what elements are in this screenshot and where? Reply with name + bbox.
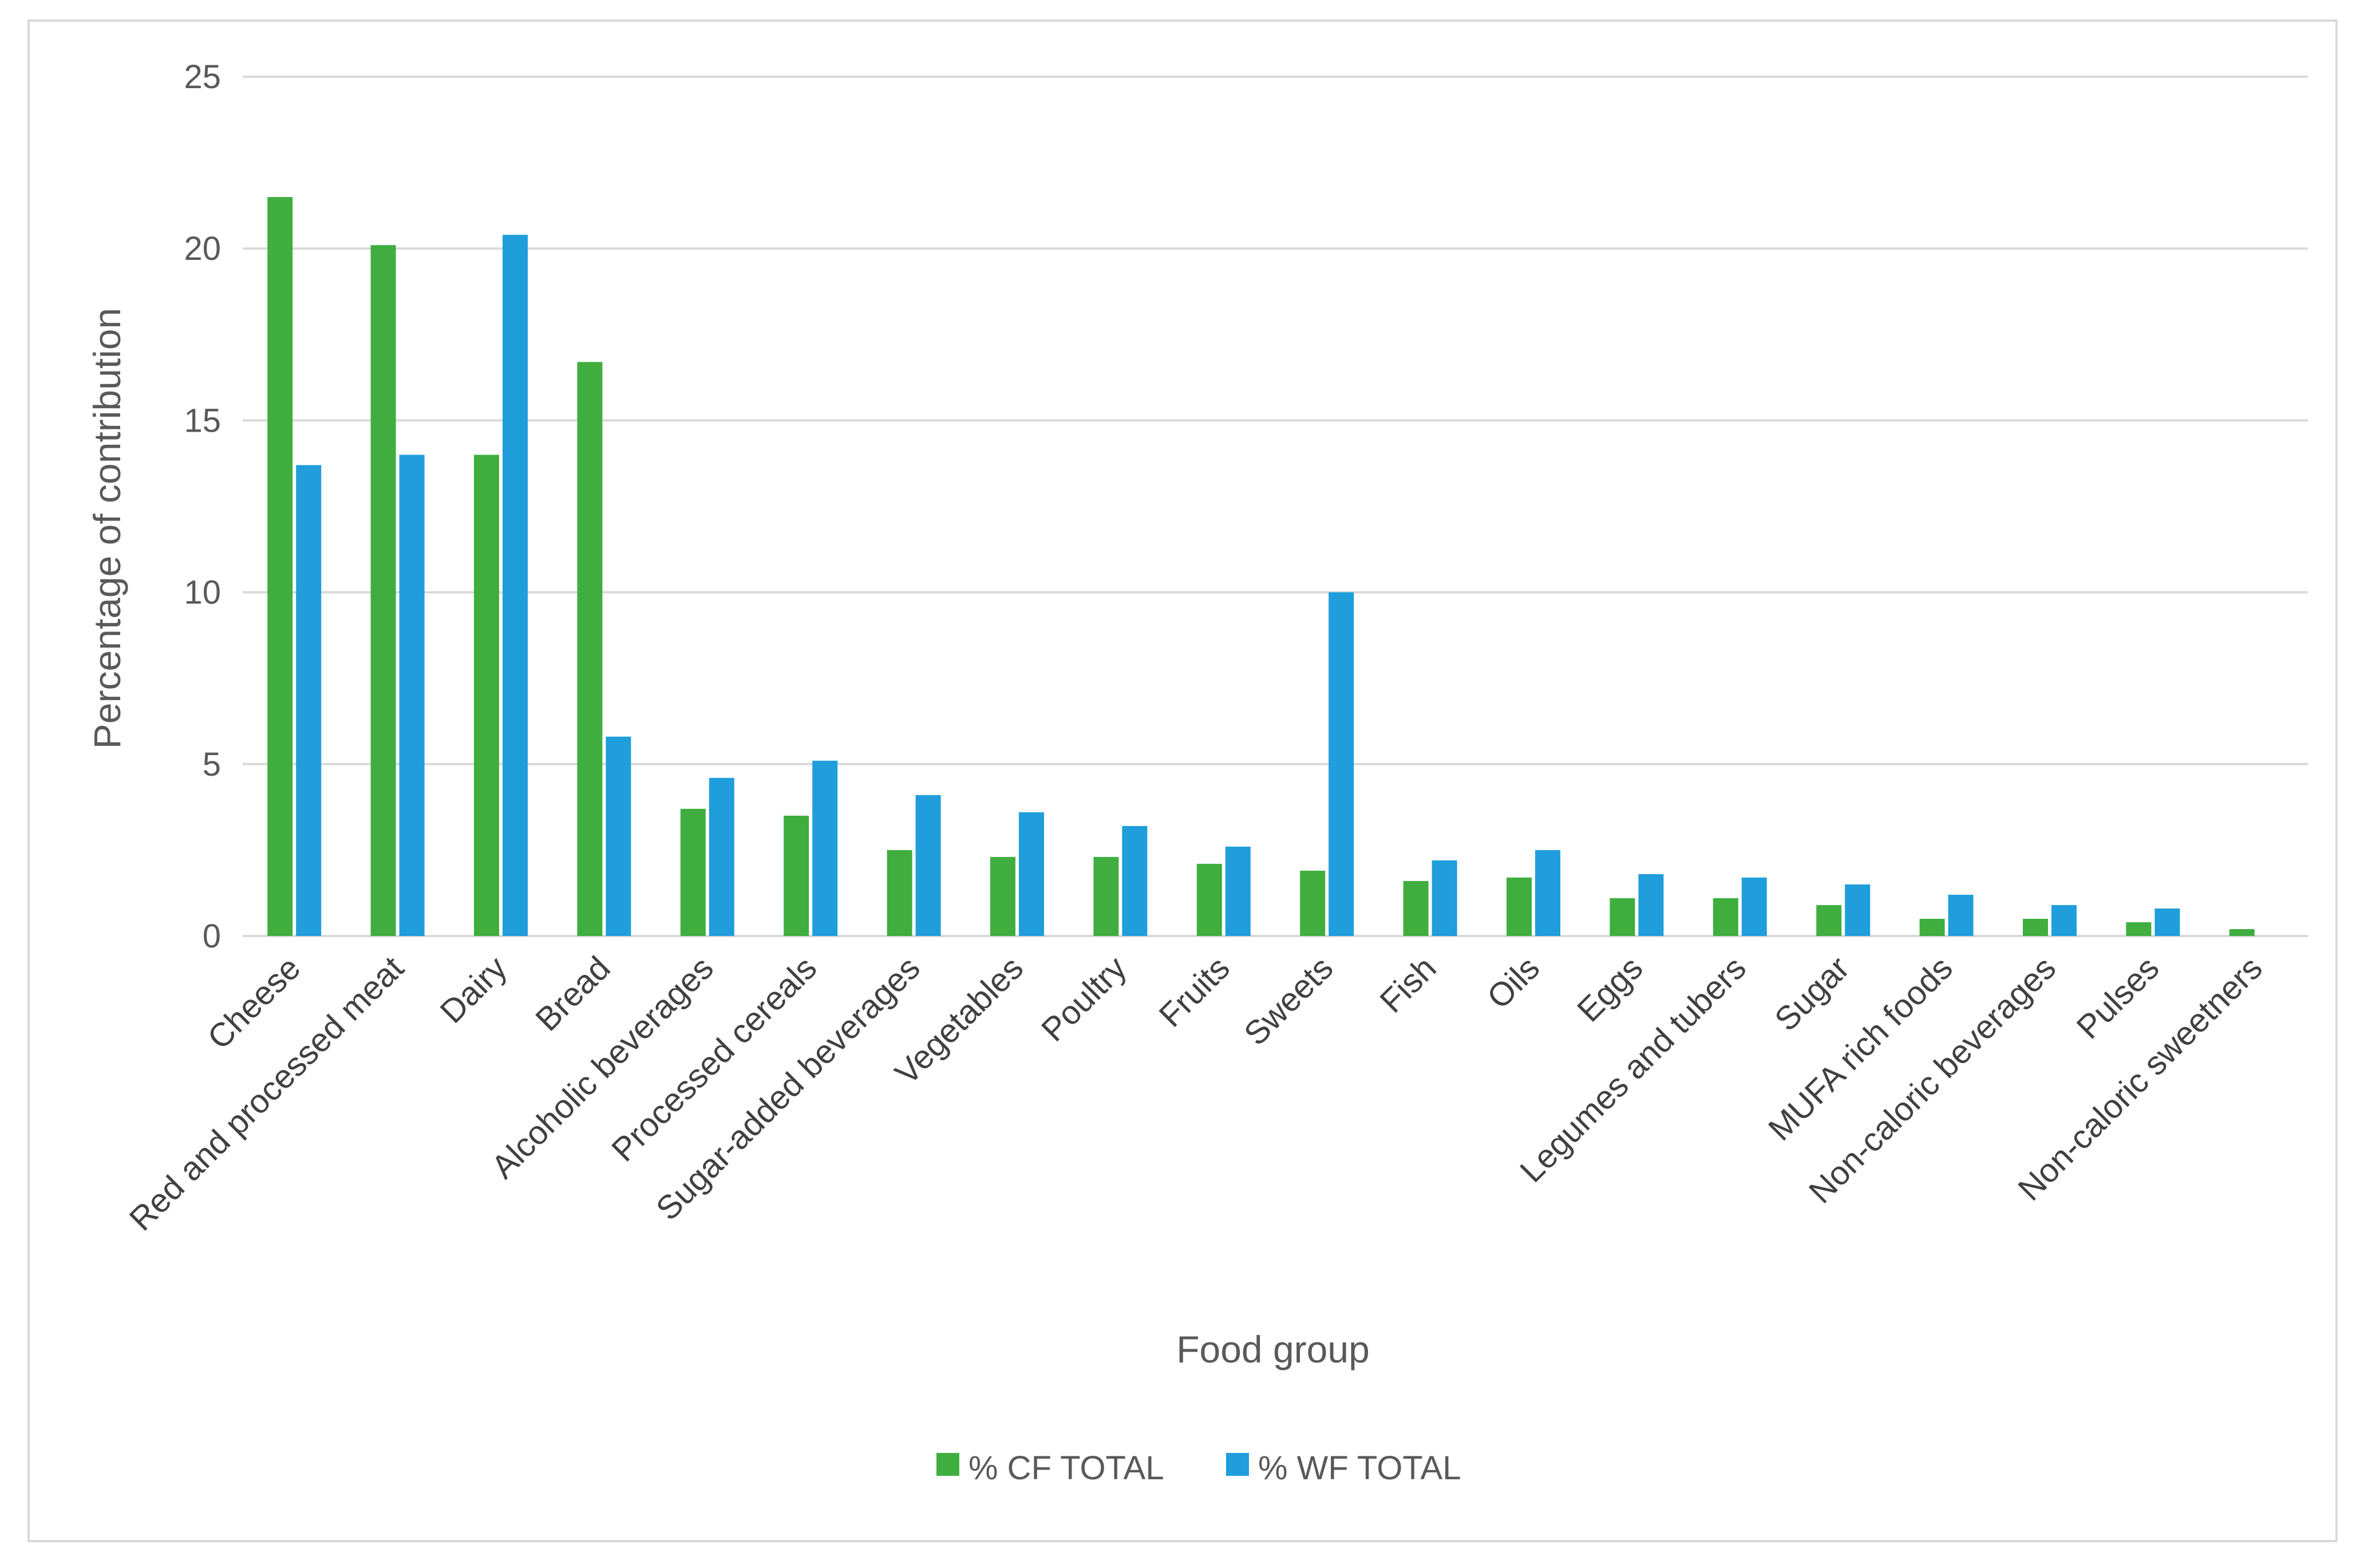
- y-axis-tick-labels: 0 5 10 15 20 25: [184, 58, 221, 955]
- legend-label-wf: % WF TOTAL: [1258, 1449, 1461, 1487]
- x-tick-label: Pulses: [2070, 949, 2166, 1046]
- x-tick-label: Fish: [1373, 949, 1443, 1020]
- bar-cf-9: [1196, 863, 1222, 936]
- bar-cf-0: [267, 197, 293, 936]
- bar-cf-2: [474, 455, 499, 936]
- x-tick-label: Sugar: [1768, 949, 1856, 1038]
- bar-cf-11: [1403, 880, 1429, 936]
- bar-wf-1: [399, 455, 425, 936]
- bar-wf-6: [915, 795, 941, 936]
- x-tick-label: Bread: [528, 949, 617, 1038]
- bar-wf-10: [1329, 592, 1354, 936]
- bar-wf-13: [1638, 874, 1664, 936]
- bars: [267, 197, 2255, 937]
- bar-wf-14: [1741, 877, 1767, 936]
- bar-wf-8: [1122, 826, 1148, 936]
- bar-wf-18: [2154, 908, 2180, 936]
- x-tick-label: Sweets: [1237, 949, 1340, 1052]
- x-tick-label: Dairy: [433, 949, 515, 1030]
- bar-cf-1: [370, 245, 396, 936]
- bar-cf-7: [990, 856, 1015, 936]
- bar-wf-2: [503, 235, 528, 937]
- x-tick-label: Fruits: [1152, 949, 1237, 1034]
- legend-swatch-cf: [936, 1453, 959, 1476]
- bar-wf-9: [1225, 846, 1251, 936]
- bar-cf-14: [1713, 898, 1738, 936]
- y-tick-label: 0: [203, 918, 221, 955]
- bar-wf-7: [1019, 812, 1044, 936]
- y-tick-label: 20: [184, 230, 221, 267]
- bar-cf-3: [577, 362, 603, 936]
- y-tick-label: 10: [184, 574, 221, 611]
- bar-cf-19: [2229, 929, 2255, 936]
- chart-frame: 0 5 10 15 20 25 Cheese Red and processed meat D…: [27, 19, 2338, 1542]
- bar-cf-18: [2126, 922, 2152, 936]
- legend-swatch-wf: [1226, 1453, 1249, 1476]
- bar-cf-12: [1507, 877, 1532, 936]
- y-tick-label: 15: [184, 402, 221, 439]
- bar-cf-15: [1816, 905, 1842, 936]
- bar-cf-17: [2023, 918, 2048, 936]
- x-tick-label: Eggs: [1570, 949, 1650, 1029]
- x-axis-title: Food group: [1176, 1328, 1370, 1370]
- bar-wf-11: [1432, 860, 1457, 936]
- x-tick-label: Cheese: [200, 949, 307, 1056]
- bar-wf-4: [709, 777, 734, 936]
- legend-label-cf: % CF TOTAL: [968, 1449, 1164, 1487]
- x-tick-label: Poultry: [1034, 949, 1134, 1049]
- bar-cf-5: [784, 815, 809, 936]
- y-axis-title: Percentage of contribution: [86, 308, 128, 749]
- bar-cf-4: [680, 808, 706, 936]
- bar-wf-3: [606, 736, 631, 936]
- bar-wf-16: [1948, 894, 1974, 936]
- bar-cf-6: [887, 850, 912, 936]
- bar-wf-17: [2051, 905, 2077, 936]
- x-tick-label: Oils: [1480, 949, 1547, 1016]
- x-tick-label: MUFA rich foods: [1761, 949, 1960, 1148]
- bar-cf-10: [1300, 870, 1326, 936]
- bar-wf-12: [1535, 850, 1560, 936]
- bar-wf-0: [296, 465, 322, 936]
- y-tick-label: 25: [184, 58, 221, 96]
- bar-wf-5: [812, 760, 838, 936]
- y-tick-label: 5: [203, 746, 221, 783]
- legend: % CF TOTAL % WF TOTAL: [936, 1449, 1461, 1487]
- gridlines: [243, 76, 2308, 937]
- bar-cf-8: [1093, 856, 1119, 936]
- bar-wf-15: [1845, 884, 1871, 936]
- bar-cf-16: [1919, 918, 1945, 936]
- bar-cf-13: [1610, 898, 1635, 936]
